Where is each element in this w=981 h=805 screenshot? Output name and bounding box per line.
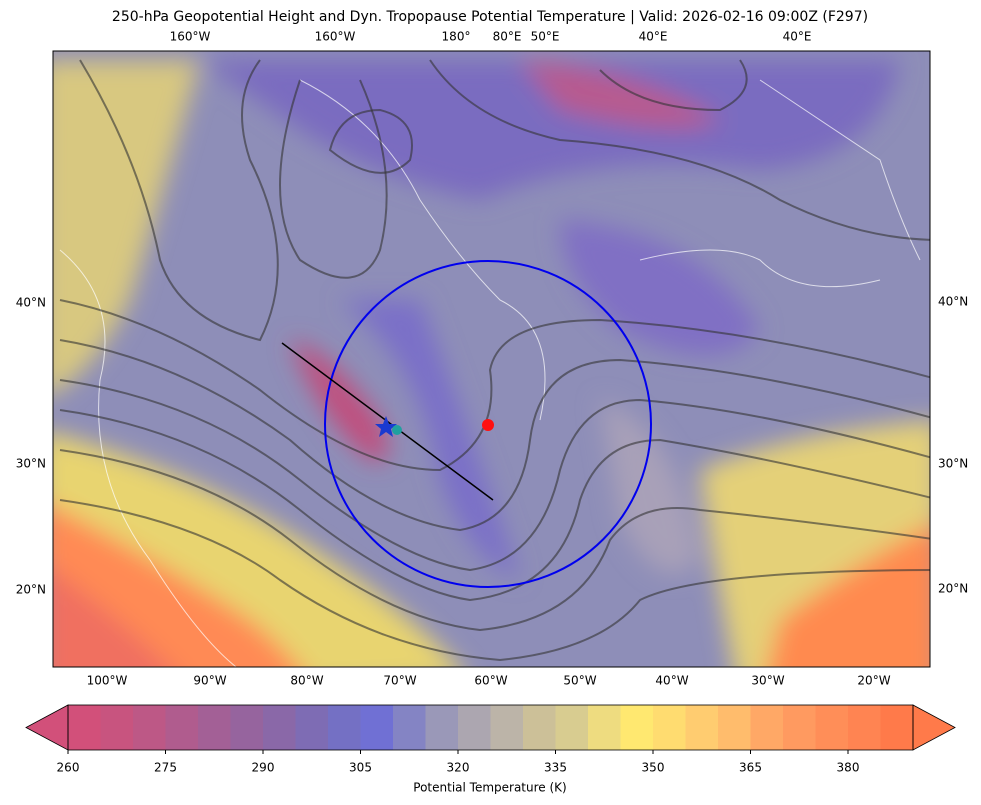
- colorbar-extend-low: [25, 704, 69, 751]
- colorbar-band: [68, 705, 101, 750]
- colorbar-tick-label: 380: [837, 761, 860, 775]
- colorbar-band: [393, 705, 426, 750]
- top-label: 80°E: [493, 30, 522, 44]
- colorbar-band: [100, 705, 134, 750]
- top-label: 40°E: [783, 30, 812, 44]
- colorbar-band: [458, 705, 491, 750]
- top-label: 160°W: [315, 30, 356, 44]
- bottom-label: 50°W: [563, 674, 596, 688]
- bottom-label: 100°W: [87, 674, 128, 688]
- bottom-label: 80°W: [290, 674, 323, 688]
- right-label: 40°N: [938, 295, 968, 309]
- left-label: 30°N: [16, 457, 46, 471]
- bottom-label: 30°W: [751, 674, 784, 688]
- top-label: 40°E: [639, 30, 668, 44]
- bottom-label: 90°W: [193, 674, 226, 688]
- coastline: [59, 249, 238, 667]
- teal-marker: [392, 425, 402, 435]
- colorbar-band: [718, 705, 751, 750]
- colorbar-extend-high: [912, 704, 956, 751]
- colorbar-band: [490, 705, 524, 750]
- bottom-label: 60°W: [474, 674, 507, 688]
- right-label: 30°N: [938, 457, 968, 471]
- bottom-label: 40°W: [655, 674, 688, 688]
- colorbar-band: [328, 705, 361, 750]
- center-marker: [482, 419, 494, 431]
- colorbar-tick-label: 260: [57, 761, 80, 775]
- top-label: 160°W: [170, 30, 211, 44]
- colorbar-band: [198, 705, 231, 750]
- colorbar-tick-label: 350: [642, 761, 665, 775]
- colorbar-band: [783, 705, 816, 750]
- top-label: 50°E: [531, 30, 560, 44]
- map-frame: [52, 50, 931, 668]
- colorbar-band: [263, 705, 296, 750]
- temperature-field: [53, 60, 930, 667]
- colorbar-band: [523, 705, 556, 750]
- colorbar-tick-label: 275: [154, 761, 177, 775]
- colorbar-band: [555, 705, 589, 750]
- colorbar-band: [588, 705, 621, 750]
- colorbar-frame: [67, 704, 914, 751]
- top-label: 180°: [442, 30, 471, 44]
- colorbar-band: [880, 705, 914, 750]
- colorbar-tick-label: 305: [349, 761, 372, 775]
- colorbar-band: [653, 705, 686, 750]
- colorbar-label: Potential Temperature (K): [413, 781, 566, 795]
- bottom-label: 20°W: [857, 674, 890, 688]
- star-marker: [375, 416, 397, 437]
- map: [53, 51, 930, 667]
- colorbar-band: [165, 705, 199, 750]
- search-circle: [324, 260, 652, 588]
- colorbar-tick-label: 365: [739, 761, 762, 775]
- coastline: [759, 79, 921, 261]
- title: 250-hPa Geopotential Height and Dyn. Tro…: [112, 9, 868, 25]
- colorbar-tick-label: 290: [252, 761, 275, 775]
- left-label: 40°N: [16, 296, 46, 310]
- coastline: [299, 79, 546, 421]
- colorbar-tick-label: 335: [544, 761, 567, 775]
- colorbar-band: [230, 705, 264, 750]
- colorbar-band: [620, 705, 654, 750]
- colorbar-band: [425, 705, 459, 750]
- right-label: 20°N: [938, 582, 968, 596]
- colorbar-band: [750, 705, 784, 750]
- colorbar-tick-label: 320: [447, 761, 470, 775]
- colorbar-band: [133, 705, 166, 750]
- colorbar-band: [360, 705, 394, 750]
- colorbar-band: [815, 705, 849, 750]
- left-label: 20°N: [16, 583, 46, 597]
- bottom-label: 70°W: [383, 674, 416, 688]
- colorbar: 260 275 290 305 320 335 350 365 380: [25, 704, 956, 775]
- colorbar-band: [848, 705, 881, 750]
- coastline: [639, 249, 881, 288]
- colorbar-band: [295, 705, 329, 750]
- colorbar-band: [685, 705, 719, 750]
